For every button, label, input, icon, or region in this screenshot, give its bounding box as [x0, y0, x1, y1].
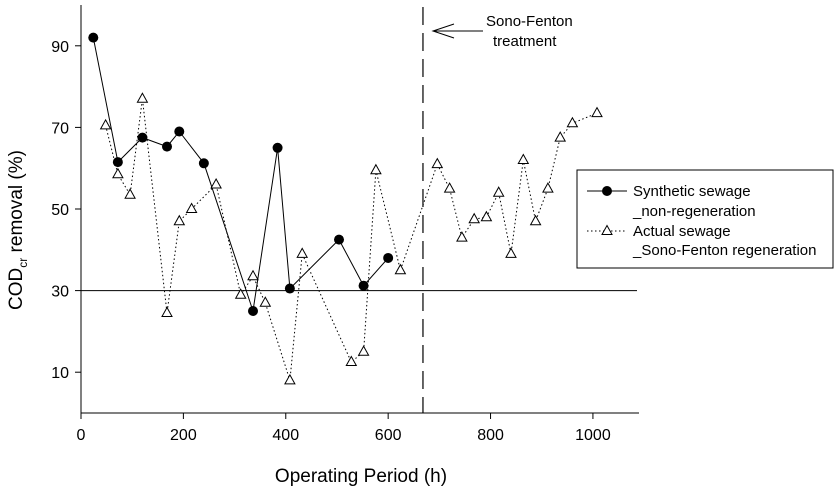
legend-label-synthetic-2: _non-regeneration: [632, 203, 756, 220]
legend-marker-synthetic: [602, 186, 612, 196]
legend-box: [576, 169, 834, 269]
legend-label-actual-2: _Sono-Fenton regeneration: [632, 242, 816, 259]
series-group: [88, 32, 603, 385]
annotation-line-2: treatment: [493, 33, 557, 50]
series-synthetic: [88, 32, 394, 316]
y-tick-label-10: 10: [51, 365, 69, 382]
annotation: Sono-Fenton treatment: [431, 13, 573, 50]
point-synthetic-2: [137, 132, 148, 143]
x-tick-label-0: 0: [77, 427, 86, 444]
point-synthetic-0: [88, 32, 99, 43]
point-actual-0: [99, 118, 112, 130]
point-actual-18: [443, 182, 456, 193]
point-actual-26: [542, 182, 554, 193]
point-actual-22: [492, 186, 505, 197]
y-tick-label-50: 50: [51, 202, 69, 219]
x-tick-label-1000: 1000: [575, 427, 611, 444]
point-synthetic-10: [358, 280, 369, 291]
point-synthetic-1: [112, 157, 123, 168]
point-synthetic-3: [162, 141, 173, 152]
point-actual-21: [480, 210, 493, 222]
y-axis-title-subscript: cr: [16, 258, 30, 268]
point-actual-17: [431, 157, 444, 169]
x-tick-label-400: 400: [272, 427, 299, 444]
point-actual-28: [566, 116, 579, 128]
point-actual-1: [112, 167, 124, 179]
x-tick-label-600: 600: [375, 427, 402, 444]
point-synthetic-4: [174, 126, 185, 137]
point-actual-29: [591, 106, 603, 118]
point-actual-10: [259, 296, 272, 307]
annotation-arrow-head: [431, 23, 455, 39]
point-synthetic-7: [272, 142, 283, 153]
annotation-line-1: Sono-Fenton: [486, 13, 573, 30]
point-actual-24: [517, 153, 530, 164]
tick-labels: 0 200 400 600 800 1000 10 30 50 70 90: [51, 39, 611, 444]
x-tick-label-200: 200: [170, 427, 197, 444]
point-actual-5: [173, 214, 186, 226]
point-actual-16: [394, 263, 407, 275]
x-tick-label-800: 800: [477, 427, 504, 444]
x-axis-title: Operating Period (h): [275, 466, 447, 487]
series-line-0: [92, 37, 389, 312]
y-axis-title-main: COD: [6, 268, 27, 310]
point-actual-15: [370, 163, 382, 175]
point-actual-13: [345, 355, 358, 366]
point-actual-6: [185, 202, 198, 213]
point-actual-12: [296, 247, 309, 258]
y-axis-title: CODcr removal (%): [6, 150, 30, 310]
point-synthetic-9: [334, 234, 345, 245]
point-actual-14: [357, 345, 370, 356]
tick-marks: [75, 45, 594, 419]
y-axis-title-suffix: removal (%): [6, 150, 27, 258]
point-synthetic-11: [383, 252, 394, 263]
point-synthetic-6: [248, 306, 259, 316]
point-actual-25: [529, 214, 542, 226]
point-actual-11: [284, 373, 296, 385]
point-actual-23: [505, 247, 517, 258]
point-actual-2: [124, 188, 136, 199]
point-actual-19: [456, 231, 468, 242]
legend-label-synthetic-1: Synthetic sewage: [633, 183, 751, 200]
y-tick-label-30: 30: [51, 284, 69, 301]
point-actual-20: [468, 212, 481, 224]
y-tick-label-90: 90: [51, 39, 69, 56]
point-actual-9: [247, 269, 259, 281]
legend-label-actual-1: Actual sewage: [633, 223, 731, 240]
point-actual-8: [234, 288, 247, 299]
point-synthetic-8: [284, 283, 295, 294]
point-actual-4: [161, 306, 173, 317]
series-actual: [99, 92, 603, 385]
legend-marker-actual: [601, 224, 613, 235]
point-actual-27: [554, 131, 567, 142]
point-synthetic-5: [198, 158, 209, 169]
series-line-1: [105, 98, 598, 381]
point-actual-7: [210, 177, 222, 189]
legend: Synthetic sewage _non-regeneration Actua…: [576, 169, 834, 269]
y-tick-label-70: 70: [51, 120, 69, 137]
reference-lines: [81, 7, 637, 413]
point-actual-3: [136, 92, 149, 103]
